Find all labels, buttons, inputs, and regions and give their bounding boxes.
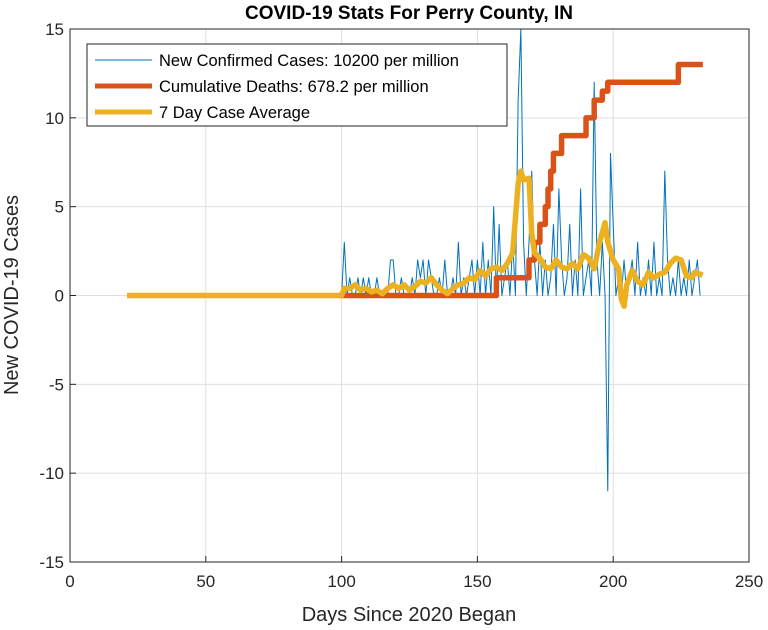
y-axis-label: New COVID-19 Cases: [1, 195, 23, 395]
legend-label-average: 7 Day Case Average: [159, 104, 310, 122]
legend: New Confirmed Cases: 10200 per million C…: [86, 43, 508, 127]
x-axis-ticks: 0 50 100 150 200 250: [65, 556, 763, 591]
series-line-cumulative-deaths: [338, 61, 703, 299]
x-tick-label: 0: [65, 572, 74, 591]
legend-label-deaths: Cumulative Deaths: 678.2 per million: [159, 78, 429, 96]
y-tick-label: -15: [39, 553, 64, 572]
y-axis-ticks: -15 -10 -5 0 5 10 15: [39, 20, 76, 572]
series-line-new-cases: [341, 29, 701, 492]
series-group: [127, 29, 704, 492]
series-line-7-day-average: [127, 168, 704, 309]
x-tick-label: 200: [599, 572, 627, 591]
y-tick-label: -5: [49, 375, 64, 394]
x-axis-label: Days Since 2020 Began: [302, 604, 517, 626]
y-tick-label: 5: [55, 198, 64, 217]
x-tick-label: 100: [327, 572, 355, 591]
y-tick-label: 15: [45, 20, 64, 39]
legend-label-new-cases: New Confirmed Cases: 10200 per million: [159, 52, 459, 70]
x-tick-label: 50: [196, 572, 215, 591]
y-tick-label: -10: [39, 464, 64, 483]
x-tick-label: 250: [735, 572, 763, 591]
x-tick-label: 150: [463, 572, 491, 591]
y-tick-label: 0: [55, 287, 64, 306]
chart-title: COVID-19 Stats For Perry County, IN: [245, 3, 573, 24]
legend-box: [86, 43, 508, 127]
y-tick-label: 10: [45, 109, 64, 128]
